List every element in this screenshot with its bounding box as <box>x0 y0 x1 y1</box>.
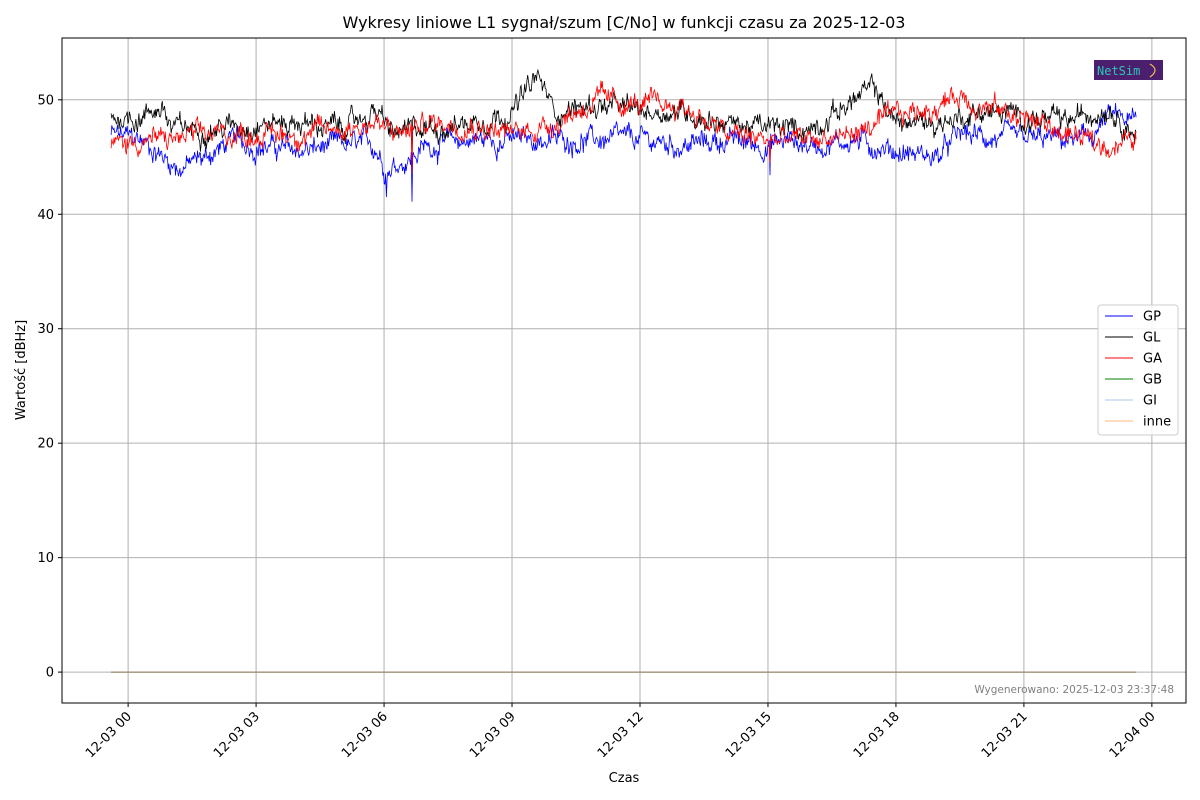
legend-label-gb: GB <box>1143 373 1162 388</box>
legend-label-gp: GP <box>1143 310 1161 325</box>
y-axis-label: Wartość [dBHz] <box>14 320 29 420</box>
y-tick-label: 50 <box>37 93 54 108</box>
x-axis-label: Czas <box>609 771 640 786</box>
legend-label-gl: GL <box>1143 331 1161 346</box>
y-tick-label: 40 <box>37 208 54 223</box>
logo-background <box>1094 60 1163 80</box>
series-line-ga <box>110 80 1137 174</box>
generated-timestamp: Wygenerowano: 2025-12-03 23:37:48 <box>974 684 1174 696</box>
series-lines <box>110 68 1137 673</box>
y-tick-label: 30 <box>37 322 54 337</box>
chart-title: Wykresy liniowe L1 sygnał/szum [C/No] w … <box>343 13 906 32</box>
legend-label-inne: inne <box>1143 415 1171 430</box>
y-tick-label: 20 <box>37 437 54 452</box>
y-tick-label: 0 <box>46 666 54 681</box>
logo: NetSim <box>1094 60 1163 80</box>
y-axis-ticks: 0 10 20 30 40 50 <box>37 93 62 681</box>
plot-frame <box>61 37 1187 704</box>
logo-text: NetSim <box>1097 64 1140 78</box>
legend-label-ga: GA <box>1143 352 1162 367</box>
logo-swoosh <box>1149 63 1156 78</box>
y-tick-label: 10 <box>37 551 54 566</box>
legend: GP GL GA GB GI inne <box>1097 304 1179 436</box>
legend-label-gi: GI <box>1143 394 1157 409</box>
series-line-gp <box>110 102 1137 202</box>
